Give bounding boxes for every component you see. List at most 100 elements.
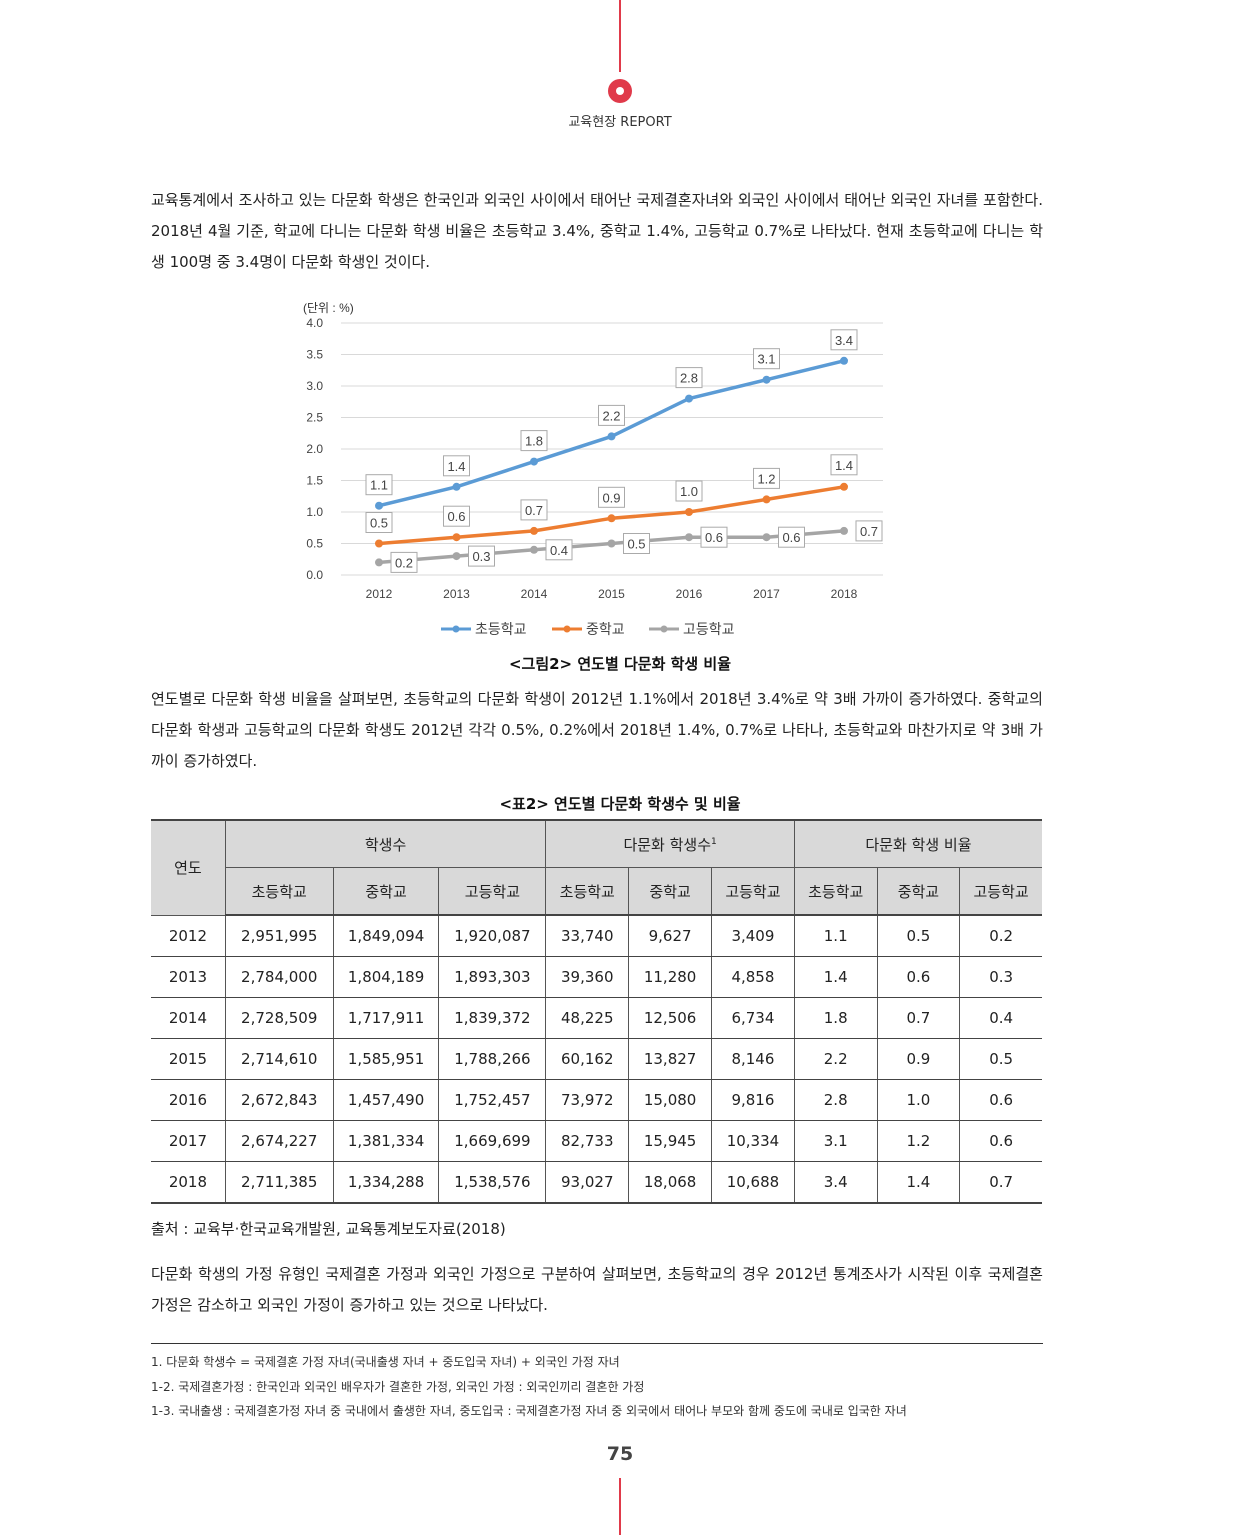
table-cell-year: 2014 xyxy=(151,997,226,1039)
data-label-box xyxy=(753,467,780,489)
data-point xyxy=(375,558,383,567)
table-cell: 6,734 xyxy=(711,997,795,1039)
table-cell: 2,728,509 xyxy=(224,997,334,1039)
y-tick-label: 3.5 xyxy=(306,348,323,362)
data-point xyxy=(840,356,848,365)
table-cell: 18,068 xyxy=(628,1161,712,1204)
data-label-box xyxy=(598,486,625,508)
table-cell: 1,893,303 xyxy=(438,956,546,998)
table-cell: 1,334,288 xyxy=(332,1161,439,1204)
data-label-box xyxy=(365,512,393,533)
x-tick-label: 2018 xyxy=(831,587,858,601)
legend-label: 초등학교 xyxy=(475,621,527,637)
table-row: 2015 2,714,610 1,585,951 1,788,266 60,162 13,… xyxy=(151,1038,1042,1080)
table-cell: 1,381,334 xyxy=(332,1120,439,1162)
table-cell: 0.7 xyxy=(876,997,960,1039)
table-header-row: 연도 학생수 다문화 학생수1 다문화 학생 비율 xyxy=(151,819,1042,916)
table-cell: 1.2 xyxy=(876,1120,960,1162)
table-cell: 1,788,266 xyxy=(438,1038,546,1080)
table-cell: 1,804,189 xyxy=(332,956,439,998)
header-year: 연도 xyxy=(151,819,226,916)
table-source: 출처 : 교육부·한국교육개발원, 교육통계보도자료(2018) xyxy=(151,1220,506,1238)
table-cell: 1,839,372 xyxy=(438,997,546,1039)
table-cell: 15,945 xyxy=(628,1120,712,1162)
table-cell: 4,858 xyxy=(711,956,795,998)
data-label: 1.2 xyxy=(757,471,775,486)
data-label: 0.5 xyxy=(370,516,388,531)
data-label-box xyxy=(623,533,650,554)
x-tick-label: 2014 xyxy=(521,587,548,601)
intro-paragraph: 교육통계에서 조사하고 있는 다문화 학생은 한국인과 외국인 사이에서 태어난… xyxy=(151,191,1043,271)
table-cell-year: 2017 xyxy=(151,1120,226,1162)
table-cell: 8,146 xyxy=(711,1038,795,1080)
data-point xyxy=(685,533,693,542)
page-number: 75 xyxy=(606,1443,634,1465)
table-cell: 0.9 xyxy=(876,1038,960,1080)
data-label: 2.8 xyxy=(680,371,698,386)
y-tick-label: 0.5 xyxy=(306,537,323,551)
subheader-students-1: 중학교 xyxy=(332,867,440,916)
data-label: 0.6 xyxy=(782,530,800,545)
footnote-3: 1-3. 국내출생 : 국제결혼가정 자녀 중 국내에서 출생한 자녀, 중도입… xyxy=(151,1404,907,1418)
chart-svg: (단위 : %)4.0 3.5 3.0 2.5 2.0 1.5 1.0 0.5 0.0 2012 2… xyxy=(291,290,901,650)
multicultural-students-table: 연도 학생수 다문화 학생수1 다문화 학생 비율 초등학교 중학교 고등학교 초등학… xyxy=(151,819,1042,1204)
header-ratio: 다문화 학생 비율 xyxy=(793,819,1042,868)
y-tick-label: 4.0 xyxy=(306,316,323,330)
data-label-box xyxy=(598,404,625,426)
footnotes: 1. 다문화 학생수 = 국제결혼 가정 자녀(국내출생 자녀 + 중도입국 자… xyxy=(151,1350,1043,1424)
table-cell: 39,360 xyxy=(545,956,629,998)
data-label: 3.4 xyxy=(835,333,853,348)
table-cell: 3,409 xyxy=(711,915,795,957)
x-tick-label: 2012 xyxy=(366,587,393,601)
data-label-box xyxy=(520,499,548,521)
table-cell: 1,849,094 xyxy=(332,915,439,957)
subheader-multicultural-2: 고등학교 xyxy=(711,867,795,916)
data-label-box xyxy=(390,551,418,573)
data-label: 0.4 xyxy=(550,543,568,558)
data-point xyxy=(452,533,461,542)
table-cell: 0.7 xyxy=(959,1161,1042,1204)
table-cell: 1,585,951 xyxy=(332,1038,439,1080)
footnote-divider xyxy=(151,1343,1043,1344)
table-cell: 15,080 xyxy=(628,1079,712,1121)
table-cell: 11,280 xyxy=(628,956,712,998)
legend-marker xyxy=(452,625,460,633)
legend-label: 중학교 xyxy=(586,621,625,637)
table-cell: 0.2 xyxy=(959,915,1042,957)
analysis-paragraph: 연도별로 다문화 학생 비율을 살펴보면, 초등학교의 다문화 학생이 2012… xyxy=(151,690,1043,770)
table-cell: 1.1 xyxy=(793,915,878,957)
table-cell: 1,920,087 xyxy=(438,915,546,957)
data-label-box xyxy=(443,455,470,477)
table-cell: 12,506 xyxy=(628,997,712,1039)
table-row: 2012 2,951,995 1,849,094 1,920,087 33,740 9,6… xyxy=(151,915,1042,957)
y-tick-label: 1.0 xyxy=(306,505,323,519)
table-row: 2016 2,672,843 1,457,490 1,752,457 73,972 15,… xyxy=(151,1079,1042,1121)
table-cell: 48,225 xyxy=(545,997,629,1039)
data-point xyxy=(762,375,771,384)
table-subheader-row: 초등학교 중학교 고등학교 초등학교 중학교 고등학교 초등학교 중학교 고등학교 xyxy=(151,867,1042,916)
footnote-1: 1. 다문화 학생수 = 국제결혼 가정 자녀(국내출생 자녀 + 중도입국 자… xyxy=(151,1355,620,1369)
y-tick-label: 0.0 xyxy=(306,568,323,582)
data-label: 3.1 xyxy=(757,352,775,367)
x-tick-label: 2015 xyxy=(598,587,625,601)
data-label: 1.4 xyxy=(835,458,853,473)
data-point xyxy=(375,539,383,548)
table-cell: 2.8 xyxy=(793,1079,878,1121)
table-cell: 1,669,699 xyxy=(438,1120,546,1162)
data-label: 1.1 xyxy=(370,478,388,493)
table-cell: 1,717,911 xyxy=(332,997,439,1039)
data-point xyxy=(452,482,461,491)
chart-background xyxy=(291,290,901,650)
data-label-box xyxy=(830,329,858,351)
footnote-2: 1-2. 국제결혼가정 : 한국인과 외국인 배우자가 결혼한 가정, 외국인 … xyxy=(151,1379,645,1394)
table-cell: 3.1 xyxy=(793,1120,878,1162)
data-label: 0.3 xyxy=(472,549,490,564)
unit-label: (단위 : %) xyxy=(303,301,354,315)
data-point xyxy=(530,526,538,535)
subheader-multicultural-0: 초등학교 xyxy=(545,867,630,916)
table-cell: 1.4 xyxy=(793,956,878,998)
data-point xyxy=(452,552,461,561)
table-cell: 2.2 xyxy=(793,1038,878,1080)
data-point xyxy=(762,495,771,504)
y-tick-label: 2.0 xyxy=(306,442,323,456)
